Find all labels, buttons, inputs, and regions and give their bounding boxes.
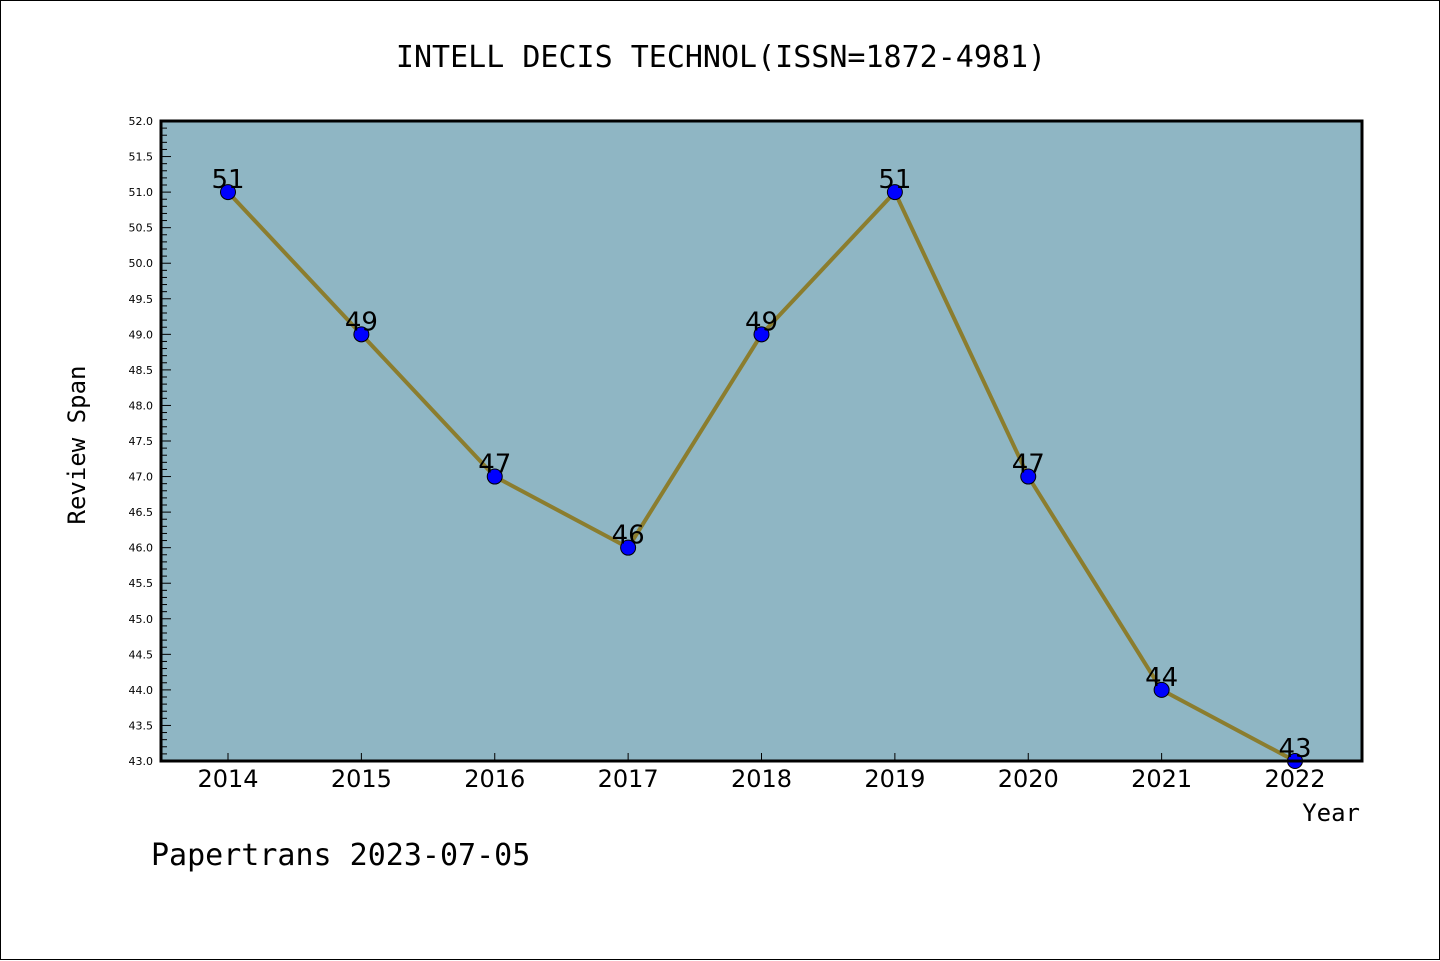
y-tick-label: 51.0 [129, 186, 154, 199]
data-label: 47 [478, 450, 511, 480]
y-tick-label: 44.0 [129, 684, 154, 697]
data-label: 49 [345, 307, 378, 337]
x-tick-label: 2019 [864, 765, 925, 793]
data-point [353, 326, 370, 343]
data-labels: 51 49 47 46 49 51 47 44 43 [211, 165, 1311, 764]
y-tick-label: 48.5 [129, 364, 154, 377]
data-label: 47 [1012, 450, 1045, 480]
data-point [886, 184, 903, 201]
plot-border [159, 119, 1364, 763]
data-label: 44 [1145, 663, 1178, 693]
x-tick-label: 2017 [598, 765, 659, 793]
x-tick-label: 2021 [1131, 765, 1192, 793]
x-tick-label: 2014 [197, 765, 258, 793]
y-tick-label: 46.0 [129, 542, 154, 555]
y-tick-label: 45.0 [129, 613, 154, 626]
data-point [753, 326, 770, 343]
x-axis-tick-labels: 2014 2015 2016 2017 2018 2019 2020 2021 2022 [197, 765, 1325, 793]
data-point [620, 539, 637, 556]
y-tick-label: 50.0 [129, 257, 154, 270]
y-axis-tick-labels: 43.0 43.5 44.0 44.5 45.0 45.5 46.0 46.5 47.0 47.5… [129, 115, 154, 768]
x-axis-label: Year [1302, 799, 1360, 827]
data-point [1020, 468, 1037, 485]
y-tick-label: 50.5 [129, 222, 154, 235]
data-label: 51 [211, 165, 244, 195]
y-tick-label: 48.0 [129, 399, 154, 412]
y-tick-label: 43.0 [129, 755, 154, 768]
x-tick-label: 2018 [731, 765, 792, 793]
y-tick-label: 43.5 [129, 719, 154, 732]
footer-date-text: Papertrans 2023-07-05 [151, 838, 530, 873]
y-axis-label: Review Span [63, 366, 91, 525]
y-tick-label: 45.5 [129, 577, 154, 590]
x-tick-label: 2022 [1264, 765, 1325, 793]
data-label: 51 [878, 165, 911, 195]
x-tick-label: 2015 [331, 765, 392, 793]
data-point [220, 184, 236, 201]
data-label: 49 [745, 307, 778, 337]
data-point [1153, 681, 1170, 698]
y-tick-label: 46.5 [129, 506, 154, 519]
data-label: 46 [612, 521, 645, 551]
y-tick-label: 47.0 [129, 471, 154, 484]
y-tick-label: 49.5 [129, 293, 154, 306]
x-tick-label: 2020 [998, 765, 1059, 793]
data-label: 43 [1278, 734, 1311, 764]
y-tick-label: 52.0 [129, 115, 154, 128]
data-point [486, 468, 503, 485]
y-tick-label: 49.0 [129, 328, 154, 341]
chart-title: INTELL DECIS TECHNOL(ISSN=1872-4981) [396, 40, 1046, 75]
plot-area [161, 121, 1362, 761]
y-tick-label: 51.5 [129, 151, 154, 164]
y-tick-label: 44.5 [129, 648, 154, 661]
x-tick-label: 2016 [464, 765, 525, 793]
data-point-markers [220, 184, 1303, 769]
y-tick-label: 47.5 [129, 435, 154, 448]
